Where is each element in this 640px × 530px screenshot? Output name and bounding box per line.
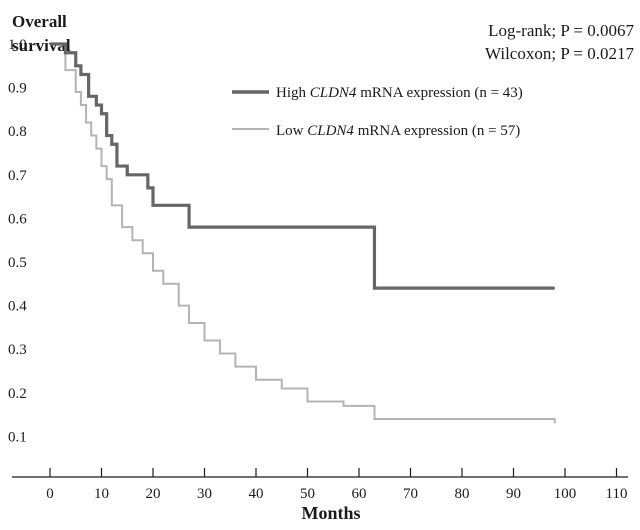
x-tick-label: 20 [146,486,161,502]
x-tick-label: 10 [94,486,109,502]
low-expression-curve [50,43,556,424]
x-axis-title: Months [301,503,360,523]
x-tick-label: 70 [403,486,418,502]
y-axis-title-line2: survival [12,36,71,55]
logrank-annotation: Log-rank; P = 0.0067 [488,21,634,40]
legend-label-high: High CLDN4 mRNA expression (n = 43) [276,85,523,101]
y-tick-label: 0.8 [8,124,27,140]
y-tick-label: 1.0 [8,37,27,53]
wilcoxon-annotation: Wilcoxon; P = 0.0217 [485,44,634,63]
y-axis-ticks: 1.0 0.9 0.8 0.7 0.6 0.5 0.4 0.3 0.2 0.1 [8,37,27,445]
y-tick-label: 0.4 [8,299,27,315]
x-tick-label: 60 [352,486,367,502]
x-tick-label: 80 [455,486,470,502]
legend: High CLDN4 mRNA expression (n = 43) Low … [232,85,523,139]
x-tick-label: 50 [300,486,315,502]
y-tick-label: 0.5 [8,255,27,271]
y-tick-label: 0.2 [8,386,27,402]
y-tick-label: 0.6 [8,211,27,227]
survival-curves [50,42,556,424]
x-tick-label: 30 [197,486,212,502]
y-tick-label: 0.7 [8,168,27,184]
x-tick-label: 110 [606,486,628,502]
high-expression-curve [50,42,555,290]
y-tick-label: 0.3 [8,342,27,358]
x-tick-label: 100 [554,486,577,502]
x-tick-label: 0 [46,486,54,502]
x-tick-label: 40 [249,486,264,502]
y-tick-label: 0.9 [8,81,27,97]
x-axis: 0 10 20 30 40 50 60 70 80 90 100 110 [12,468,628,502]
legend-label-low: Low CLDN4 mRNA expression (n = 57) [276,123,520,139]
y-axis-title-line1: Overall [12,12,67,31]
y-tick-label: 0.1 [8,429,27,445]
x-tick-label: 90 [506,486,521,502]
